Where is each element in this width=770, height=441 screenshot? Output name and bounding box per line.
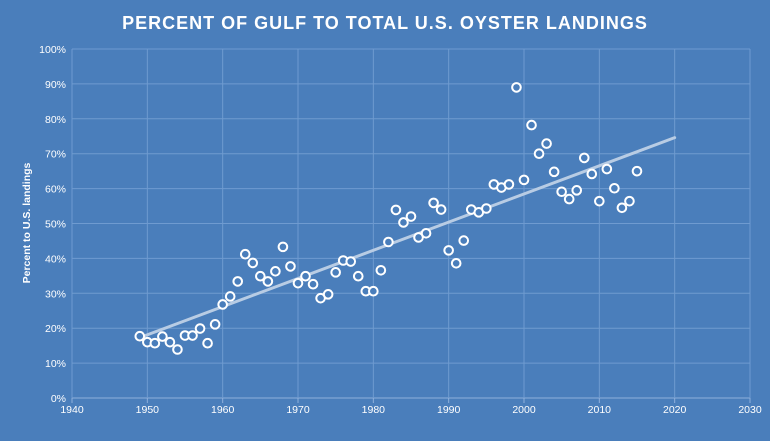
x-tick-label: 2030	[738, 404, 762, 416]
data-point	[405, 211, 417, 222]
data-point	[481, 203, 492, 214]
data-points	[134, 82, 643, 355]
data-point	[232, 276, 244, 287]
y-axis-label: Percent to U.S. landings	[21, 162, 33, 283]
x-tick-label: 1940	[60, 404, 84, 416]
data-point	[398, 217, 409, 228]
y-tick-label: 60%	[45, 184, 66, 196]
data-point	[631, 165, 643, 177]
data-point	[533, 148, 545, 159]
y-tick-label: 40%	[45, 253, 66, 265]
data-point	[518, 174, 530, 186]
data-point	[285, 261, 296, 272]
data-point	[322, 289, 334, 300]
x-axis-ticks: 1940 1950 1960 1970 1980 1990 2000 2010 2020 2030	[60, 404, 762, 416]
data-point	[255, 270, 266, 282]
data-point	[300, 270, 311, 282]
data-point	[134, 330, 146, 342]
data-point	[435, 204, 447, 215]
x-tick-label: 2000	[512, 404, 536, 416]
data-point	[352, 270, 364, 282]
data-point	[601, 163, 613, 175]
data-point	[548, 166, 560, 178]
y-tick-label: 10%	[45, 358, 66, 370]
x-tick-label: 1960	[211, 404, 235, 416]
data-point	[420, 227, 432, 239]
data-point	[194, 323, 206, 334]
data-point	[390, 204, 402, 216]
y-tick-label: 50%	[45, 219, 66, 231]
data-point	[443, 245, 454, 256]
data-point	[164, 336, 176, 348]
data-point	[209, 319, 221, 330]
data-point	[202, 337, 213, 349]
data-point	[247, 257, 259, 269]
data-point	[307, 278, 319, 290]
x-tick-label: 1980	[362, 404, 386, 416]
data-point	[563, 193, 575, 205]
trendline-group	[138, 136, 677, 340]
data-point	[458, 235, 470, 246]
data-point	[149, 337, 161, 349]
data-point	[217, 299, 228, 310]
data-point	[578, 152, 590, 164]
data-point	[345, 256, 357, 267]
chart-title: PERCENT OF GULF TO TOTAL U.S. OYSTER LAN…	[122, 13, 648, 33]
y-tick-label: 0%	[51, 393, 66, 405]
y-axis-ticks: 0% 10% 20% 30% 40% 50% 60% 70% 80% 90% 100%	[39, 44, 66, 405]
data-point	[511, 82, 522, 93]
data-point	[428, 197, 439, 209]
data-point	[450, 257, 462, 269]
data-point	[503, 179, 515, 190]
data-point	[292, 277, 304, 289]
data-point	[616, 202, 628, 214]
y-tick-label: 90%	[45, 79, 66, 91]
gridlines	[71, 48, 751, 403]
y-tick-label: 70%	[45, 149, 66, 161]
data-point	[262, 276, 274, 287]
x-tick-label: 2010	[588, 404, 612, 416]
data-point	[526, 119, 537, 131]
data-point	[239, 248, 251, 260]
data-point	[383, 236, 394, 248]
data-point	[368, 285, 379, 297]
data-point	[375, 264, 387, 276]
data-point	[172, 344, 183, 355]
data-point	[277, 241, 289, 253]
x-tick-label: 2020	[663, 404, 687, 416]
y-tick-label: 20%	[45, 323, 66, 335]
y-tick-label: 30%	[45, 288, 66, 300]
data-point	[224, 291, 236, 302]
data-point	[541, 138, 552, 149]
data-point	[571, 185, 583, 196]
data-point	[624, 195, 635, 207]
data-point	[586, 168, 598, 180]
y-tick-label: 100%	[39, 44, 66, 56]
data-point	[270, 266, 281, 277]
trendline	[138, 136, 677, 340]
x-tick-label: 1950	[136, 404, 160, 416]
data-point	[187, 330, 198, 341]
x-tick-label: 1990	[437, 404, 461, 416]
data-point	[157, 331, 168, 342]
data-point	[609, 182, 620, 194]
data-point	[594, 195, 605, 207]
data-point	[330, 267, 341, 278]
data-point	[556, 186, 567, 198]
y-tick-label: 80%	[45, 114, 66, 126]
x-tick-label: 1970	[286, 404, 310, 416]
